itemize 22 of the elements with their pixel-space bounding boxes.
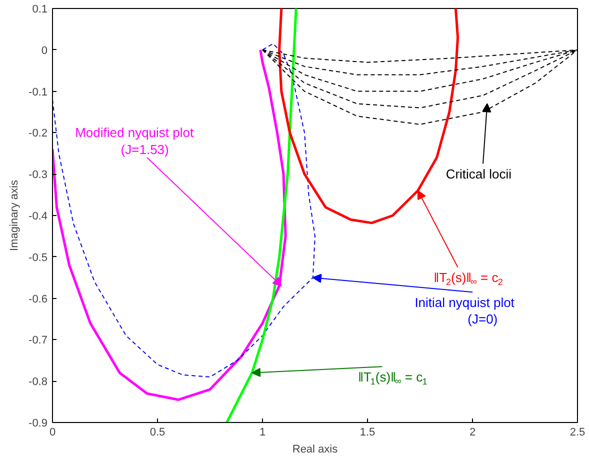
- x-tick-label: 0: [49, 426, 56, 438]
- x-tick-label: 1.5: [360, 426, 376, 438]
- y-tick-label: -0.1: [28, 86, 48, 98]
- y-tick-label: -0.3: [28, 169, 48, 182]
- y-tick-label: -0.7: [28, 334, 48, 347]
- y-tick-label: -0.2: [28, 128, 48, 140]
- y-axis-title: Imaginary axis: [8, 180, 21, 251]
- y-tick-label: -0.4: [28, 210, 48, 222]
- y-tick-label: -0.6: [28, 293, 48, 306]
- annotation: Critical locii: [446, 166, 512, 182]
- annotation: Initial nyquist plot (J=0): [414, 294, 515, 326]
- x-tick-label: 2: [469, 426, 476, 438]
- y-tick-label: -0.9: [28, 418, 48, 430]
- annotation: Modified nyquist plot (J=1.53): [75, 125, 194, 157]
- y-tick-label: 0: [41, 44, 48, 57]
- x-tick-label: 0.5: [150, 426, 166, 438]
- y-tick-label: -0.5: [28, 252, 48, 264]
- x-axis-title: Real axis: [292, 444, 338, 456]
- x-tick-label: 2.5: [570, 426, 586, 438]
- y-tick-label: -0.8: [28, 376, 48, 388]
- x-tick-label: 1: [259, 426, 266, 438]
- y-tick-label: 0.1: [32, 4, 48, 16]
